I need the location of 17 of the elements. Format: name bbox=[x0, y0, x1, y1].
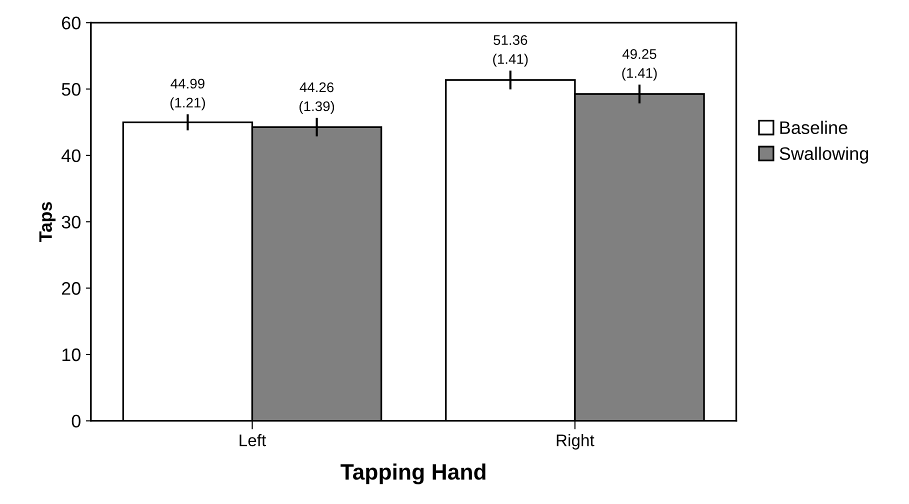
y-tick-label: 60 bbox=[62, 16, 80, 30]
data-label: 44.99 (1.21) bbox=[170, 78, 205, 110]
x-axis-title: Tapping Hand bbox=[340, 463, 486, 484]
y-tick-label: 30 bbox=[62, 216, 80, 228]
data-label: 51.36 (1.41) bbox=[493, 35, 528, 67]
legend-label: Swallowing bbox=[780, 146, 868, 164]
y-tick-label: 10 bbox=[62, 348, 80, 362]
y-axis-title: Taps bbox=[39, 202, 56, 242]
data-label: 49.25 (1.41) bbox=[622, 49, 657, 81]
y-tick-label: 50 bbox=[62, 82, 80, 96]
x-tick-label: Right bbox=[556, 434, 594, 450]
y-tick-label: 0 bbox=[72, 414, 80, 428]
x-tick-label: Left bbox=[240, 434, 266, 446]
y-tick-label: 20 bbox=[62, 282, 80, 295]
data-label: 44.26 (1.39) bbox=[300, 82, 334, 114]
y-tick-label: 40 bbox=[62, 149, 80, 162]
legend-label: Baseline bbox=[780, 120, 848, 134]
